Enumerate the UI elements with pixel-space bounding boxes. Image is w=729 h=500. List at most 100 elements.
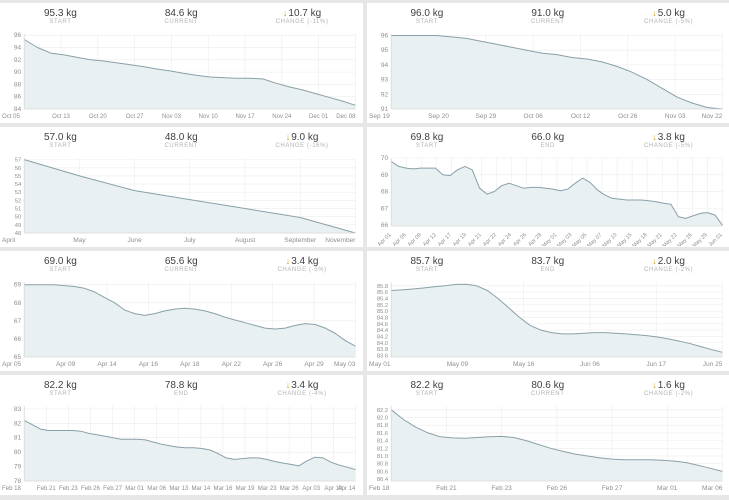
svg-text:85.0: 85.0 [376, 309, 387, 315]
weight-trend-chart[interactable]: 83.683.884.084.284.484.684.885.085.285.4… [367, 278, 729, 370]
svg-text:Feb 27: Feb 27 [601, 485, 622, 492]
weight-trend-chart[interactable]: 78 79 80 81 82 83 Feb 18 Feb 21 Feb 23 Feb 26 Feb … [0, 402, 363, 494]
weight-trend-chart[interactable]: 84 86 88 90 92 94 96 Oct 05 Oct 13 Oct 20 Oct 27 No… [0, 30, 363, 122]
stat: 82.2 kg START [367, 380, 488, 402]
svg-text:Sep 20: Sep 20 [428, 113, 449, 120]
chart-stats-header: 82.2 kg START 78.8 kg END ↓3.4 kg CHANGE… [0, 375, 363, 402]
stat-value-row: 84.6 kg [121, 8, 242, 19]
svg-text:84: 84 [14, 106, 22, 113]
chart-stats-header: 82.2 kg START 80.6 kg CURRENT ↓1.6 kg CH… [367, 375, 729, 402]
svg-text:Apr 26: Apr 26 [512, 232, 528, 246]
stat-label: CHANGE (-16%) [275, 143, 329, 149]
down-arrow-icon: ↓ [652, 256, 657, 266]
stat-value: 65.6 kg [164, 256, 198, 267]
svg-text:May 16: May 16 [512, 361, 534, 368]
stat-value-row: 65.6 kg [121, 256, 242, 267]
weight-trend-chart[interactable]: 80.4 80.680.8 81.0 81.281.4 81.6 81.882.0 82.2… [367, 402, 729, 494]
down-arrow-icon: ↓ [652, 132, 657, 142]
stat: 80.6 kg CURRENT [487, 380, 608, 402]
stat-value-row: 78.8 kg [121, 380, 242, 391]
stat-value: 3.8 kg [657, 132, 685, 143]
stat-label: CHANGE (-5%) [643, 143, 694, 149]
weight-chart-card: 85.7 kg START 83.7 kg END ↓2.0 kg CHANGE… [366, 251, 729, 371]
svg-text:Apr 26: Apr 26 [263, 361, 283, 368]
svg-text:81.4: 81.4 [376, 439, 388, 445]
down-arrow-icon: ↓ [652, 8, 657, 18]
weight-trend-chart[interactable]: 48 49 50 51 52 53 54 55 56 57 April May June July Augu… [0, 154, 363, 246]
svg-text:Apr 14: Apr 14 [338, 486, 356, 492]
weight-trend-chart[interactable]: 65 66 67 68 69 Apr 05 Apr 09 Apr 14 Apr 16 Apr 18… [0, 278, 363, 370]
stat-value: 48.0 kg [164, 132, 198, 143]
stat-value: 3.4 kg [291, 256, 319, 267]
chart-stats-header: 69.0 kg START 65.6 kg CURRENT ↓3.4 kg CH… [0, 251, 363, 278]
stat-label: CURRENT [164, 19, 199, 25]
stat: 57.0 kg START [0, 132, 121, 154]
stat-value: 1.6 kg [657, 380, 685, 391]
stat-label: START [415, 143, 438, 149]
svg-text:Apr 21: Apr 21 [467, 232, 483, 246]
svg-text:May 03: May 03 [334, 361, 356, 368]
stat: ↓10.7 kg CHANGE (-11%) [242, 8, 363, 30]
svg-text:May 07: May 07 [586, 232, 603, 246]
stat: ↓9.0 kg CHANGE (-16%) [242, 132, 363, 154]
svg-text:Apr 01: Apr 01 [376, 232, 392, 246]
svg-text:53: 53 [15, 190, 22, 196]
svg-text:85.4: 85.4 [376, 296, 388, 302]
svg-text:Oct 12: Oct 12 [570, 113, 590, 120]
stat-label: CURRENT [530, 19, 565, 25]
stat-value-row: ↓10.7 kg [242, 8, 363, 19]
stat: ↓5.0 kg CHANGE (-5%) [608, 8, 729, 30]
weight-trend-chart[interactable]: 91 92 93 94 95 96 Sep 19 Sep 20 Sep 29 Oct 06 Oct … [367, 30, 729, 122]
stat-label: CHANGE (-2%) [643, 391, 694, 397]
svg-text:Feb 21: Feb 21 [436, 485, 457, 492]
stat-value: 85.7 kg [410, 256, 444, 267]
svg-text:Nov 24: Nov 24 [272, 114, 292, 120]
svg-text:81.6: 81.6 [376, 431, 387, 437]
svg-text:Oct 05: Oct 05 [2, 114, 20, 120]
svg-text:Oct 06: Oct 06 [523, 113, 543, 120]
svg-text:Jun 06: Jun 06 [580, 361, 600, 368]
svg-text:Feb 26: Feb 26 [81, 486, 100, 492]
svg-text:50: 50 [15, 215, 22, 221]
svg-text:May 22: May 22 [661, 232, 678, 246]
svg-text:April: April [2, 237, 16, 244]
stat-label: START [49, 391, 72, 397]
svg-text:82.2: 82.2 [376, 408, 387, 414]
stat: ↓3.4 kg CHANGE (-5%) [242, 256, 363, 278]
svg-text:Apr 09: Apr 09 [56, 361, 76, 368]
svg-text:Mar 14: Mar 14 [191, 486, 210, 492]
chart-stats-header: 85.7 kg START 83.7 kg END ↓2.0 kg CHANGE… [367, 251, 729, 278]
svg-text:Apr 09: Apr 09 [406, 232, 422, 246]
svg-text:Mar 23: Mar 23 [258, 486, 277, 492]
svg-text:48: 48 [15, 231, 22, 237]
stat-value: 3.4 kg [291, 380, 319, 391]
svg-text:80.8: 80.8 [376, 462, 387, 468]
svg-text:90: 90 [14, 69, 22, 76]
svg-text:80: 80 [14, 449, 22, 456]
svg-text:May 05: May 05 [571, 232, 588, 246]
stat-value-row: ↓5.0 kg [608, 8, 729, 19]
stat: 84.6 kg CURRENT [121, 8, 242, 30]
svg-text:May 10: May 10 [601, 232, 618, 246]
stat-value-row: 83.7 kg [487, 256, 608, 267]
weight-chart-card: 69.0 kg START 65.6 kg CURRENT ↓3.4 kg CH… [0, 251, 363, 371]
svg-text:May 01: May 01 [369, 361, 391, 368]
stat-value: 82.2 kg [410, 380, 444, 391]
svg-text:84.2: 84.2 [376, 334, 387, 340]
svg-text:Mar 01: Mar 01 [125, 486, 144, 492]
svg-text:79: 79 [14, 464, 22, 471]
stat-value: 69.0 kg [44, 256, 77, 267]
stat-value-row: 66.0 kg [487, 132, 608, 143]
svg-text:Nov 10: Nov 10 [199, 114, 219, 120]
svg-text:Apr 22: Apr 22 [222, 361, 242, 368]
svg-text:Mar 01: Mar 01 [657, 485, 678, 492]
stat-value-row: 80.6 kg [487, 380, 608, 391]
stat-label: CHANGE (-2%) [643, 267, 694, 273]
weight-trend-chart[interactable]: 66 67 68 69 70 Apr 01 Apr 06 Apr 09 Apr 12 Apr 17… [367, 154, 729, 246]
svg-text:85.2: 85.2 [376, 303, 387, 309]
svg-text:94: 94 [380, 62, 388, 69]
svg-text:May: May [73, 237, 86, 244]
svg-text:Dec 01: Dec 01 [309, 114, 329, 120]
svg-text:84.0: 84.0 [376, 341, 387, 347]
